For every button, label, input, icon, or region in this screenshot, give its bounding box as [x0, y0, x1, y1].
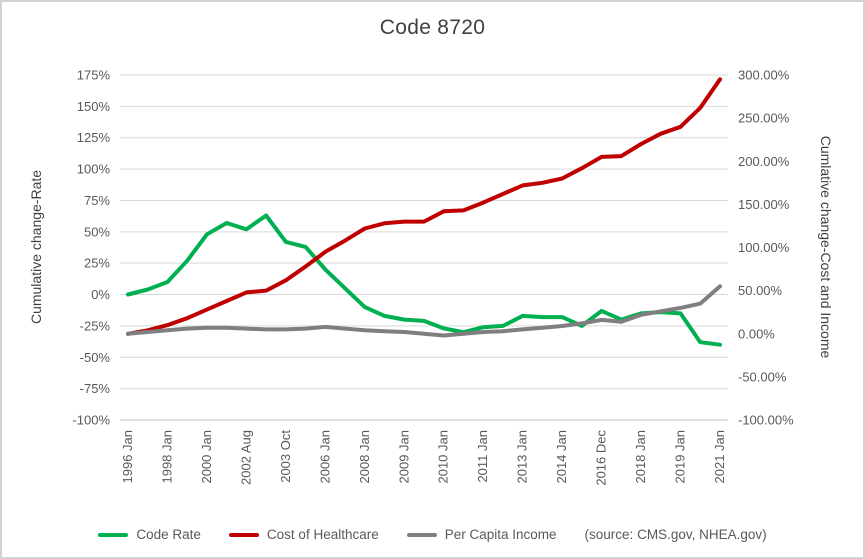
svg-text:2013 Jan: 2013 Jan [515, 430, 530, 484]
legend-label-cost-of-healthcare: Cost of Healthcare [266, 527, 379, 542]
svg-text:2008 Jan: 2008 Jan [357, 430, 372, 484]
svg-text:2011 Jan: 2011 Jan [475, 430, 490, 483]
legend-item-cost-of-healthcare: Cost of Healthcare [228, 527, 379, 542]
svg-text:-100%: -100% [72, 413, 110, 428]
svg-text:75%: 75% [84, 193, 110, 208]
svg-text:2009 Jan: 2009 Jan [396, 430, 411, 484]
code-rate-line-swatch-icon [98, 532, 129, 537]
cost-of-healthcare-line-swatch-icon [228, 532, 259, 537]
svg-text:1996 Jan: 1996 Jan [120, 430, 135, 484]
svg-text:50.00%: 50.00% [738, 283, 783, 298]
svg-text:2006 Jan: 2006 Jan [317, 430, 332, 484]
svg-text:-25%: -25% [80, 318, 111, 333]
svg-text:2019 Jan: 2019 Jan [673, 430, 688, 484]
svg-text:0%: 0% [91, 287, 110, 302]
svg-text:150.00%: 150.00% [738, 197, 790, 212]
svg-text:-50%: -50% [80, 350, 111, 365]
svg-text:200.00%: 200.00% [738, 154, 790, 169]
svg-text:125%: 125% [77, 130, 111, 145]
svg-text:-50.00%: -50.00% [738, 369, 787, 384]
svg-text:250.00%: 250.00% [738, 111, 790, 126]
svg-text:-75%: -75% [80, 381, 111, 396]
legend-label-per-capita-income: Per Capita Income [444, 527, 557, 542]
svg-text:175%: 175% [77, 68, 111, 83]
per-capita-income-line-swatch-icon [406, 532, 437, 537]
svg-text:300.00%: 300.00% [738, 68, 790, 83]
svg-text:150%: 150% [77, 99, 111, 114]
svg-text:2000 Jan: 2000 Jan [199, 430, 214, 484]
right-axis-title: Cumlative change-Cost and Income [818, 135, 834, 359]
svg-text:2021 Jan: 2021 Jan [712, 430, 727, 484]
svg-text:2018 Jan: 2018 Jan [633, 430, 648, 484]
legend-item-per-capita-income: Per Capita Income [406, 527, 557, 542]
svg-text:-100.00%: -100.00% [738, 413, 794, 428]
svg-text:100%: 100% [77, 162, 111, 177]
chart-title: Code 8720 [379, 16, 486, 39]
svg-text:100.00%: 100.00% [738, 240, 790, 255]
svg-text:2010 Jan: 2010 Jan [436, 430, 451, 484]
svg-text:2003 Oct: 2003 Oct [278, 430, 293, 483]
svg-text:1998 Jan: 1998 Jan [159, 430, 174, 484]
svg-text:50%: 50% [84, 224, 110, 239]
plot-area: 175% 150% 125% 100% 75% 50% 25% 0% -25% -50% -75% -… [72, 68, 794, 486]
svg-text:0.00%: 0.00% [738, 326, 775, 341]
svg-text:2002 Aug: 2002 Aug [238, 430, 253, 485]
legend-label-code-rate: Code Rate [136, 527, 201, 542]
left-axis-title: Cumulative change-Rate [28, 169, 44, 325]
svg-text:25%: 25% [84, 256, 110, 271]
source-note: (source: CMS.gov, NHEA.gov) [584, 527, 767, 542]
svg-text:2016 Dec: 2016 Dec [594, 430, 609, 486]
svg-text:2014 Jan: 2014 Jan [554, 430, 569, 484]
legend-item-code-rate: Code Rate [98, 527, 201, 542]
legend: Code Rate Cost of Healthcare Per Capita … [2, 527, 863, 542]
